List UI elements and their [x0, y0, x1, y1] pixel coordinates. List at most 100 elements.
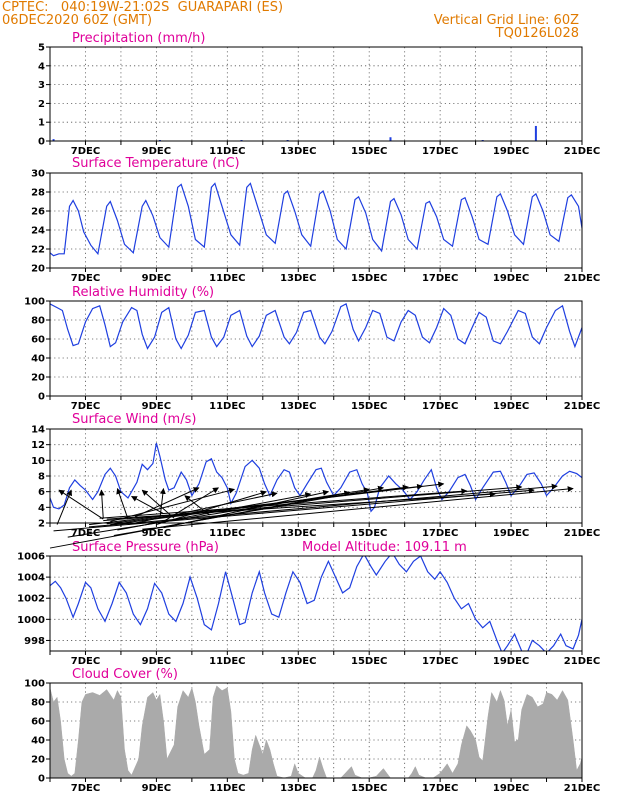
temp-xtick-label: 17DEC	[422, 273, 458, 284]
wind-vector-arrow	[98, 489, 105, 518]
cloud-xtick-label: 7DEC	[71, 783, 100, 794]
header-location: CPTEC: 040:19W-21:02S GUARAPARI (ES)	[2, 0, 283, 15]
cloud-ytick-label: 60	[31, 717, 45, 728]
temp-xtick-label: 15DEC	[351, 273, 387, 284]
cloud-ytick-label: 40	[31, 736, 45, 747]
wind-vector-arrow	[106, 481, 445, 525]
temp-ytick-label: 26	[31, 207, 45, 218]
pressure-xtick-label: 17DEC	[422, 656, 458, 667]
wind-vector-arrow	[88, 483, 558, 528]
wind-xtick-label: 21DEC	[564, 528, 600, 539]
wind-vector-arrow	[58, 489, 104, 520]
precip-xtick-label: 15DEC	[351, 146, 387, 157]
pressure-xtick-label: 15DEC	[351, 656, 387, 667]
precip-xtick-label: 21DEC	[564, 146, 600, 157]
cloud-panel-title: Cloud Cover (%)	[72, 667, 178, 682]
humidity-ytick-label: 20	[31, 373, 45, 384]
temp-xtick-label: 11DEC	[209, 273, 245, 284]
precip-bar	[52, 139, 55, 141]
temp-xtick-label: 13DEC	[280, 273, 316, 284]
precip-xtick-label: 13DEC	[280, 146, 316, 157]
temp-series-line	[50, 182, 582, 257]
wind-xtick-label: 9DEC	[142, 528, 171, 539]
precip-ytick-label: 5	[38, 43, 45, 54]
wind-vector-arrow	[103, 484, 523, 522]
pressure-xtick-label: 21DEC	[564, 656, 600, 667]
model-altitude-label: Model Altitude: 109.11 m	[302, 540, 467, 555]
wind-xtick-label: 17DEC	[422, 528, 458, 539]
cloud-xtick-label: 13DEC	[280, 783, 316, 794]
wind-xtick-label: 11DEC	[209, 528, 245, 539]
temp-ytick-label: 30	[31, 169, 45, 180]
wind-ytick-label: 2	[38, 519, 45, 530]
pressure-xtick-label: 11DEC	[209, 656, 245, 667]
precipitation-panel: 0 1 2 3 4 5 7DEC 9DEC 11DEC 13DEC 15DEC 17DEC 19DEC 2…	[38, 43, 600, 158]
cloud-ytick-label: 80	[31, 698, 45, 709]
pressure-ytick-label: 1006	[17, 552, 45, 563]
wind-xtick-label: 13DEC	[280, 528, 316, 539]
wind-panel: 2 4 6 8 10 12 14 7DEC 9DEC 11DEC 13DEC 15DEC 17DEC 19…	[31, 425, 600, 549]
wind-vector-arrow	[131, 495, 164, 515]
wind-ytick-label: 14	[31, 425, 45, 436]
humidity-ytick-label: 80	[31, 316, 45, 327]
cloud-xtick-label: 17DEC	[422, 783, 458, 794]
temp-panel-title: Surface Temperature (nC)	[72, 156, 240, 171]
cloud-xtick-label: 11DEC	[209, 783, 245, 794]
wind-vector-arrow	[67, 487, 370, 538]
temp-xtick-label: 19DEC	[493, 273, 529, 284]
cloud-xtick-label: 19DEC	[493, 783, 529, 794]
pressure-panel: 998 1000 1002 1004 1006 7DEC 9DEC 11DEC 13DEC 15D…	[17, 552, 600, 668]
wind-xtick-label: 15DEC	[351, 528, 387, 539]
wind-xtick-label: 19DEC	[493, 528, 529, 539]
precip-ytick-label: 4	[38, 61, 45, 72]
pressure-xtick-label: 7DEC	[71, 656, 100, 667]
temperature-panel: 20 22 24 26 28 30 7DEC 9DEC 11DEC 13DEC 15DEC 17DEC…	[31, 169, 600, 285]
wind-panel-title: Surface Wind (m/s)	[72, 412, 196, 427]
precip-xtick-label: 11DEC	[209, 146, 245, 157]
precip-ytick-label: 0	[38, 137, 45, 148]
cloud-xtick-label: 15DEC	[351, 783, 387, 794]
temp-xtick-label: 21DEC	[564, 273, 600, 284]
wind-vector-arrow	[99, 488, 468, 519]
humidity-ytick-label: 0	[38, 392, 45, 403]
pressure-xtick-label: 13DEC	[280, 656, 316, 667]
cloud-ytick-label: 100	[24, 679, 45, 690]
pressure-plot-frame	[49, 555, 583, 652]
humidity-panel: 0 20 40 60 80 100 7DEC 9DEC 11DEC 13DEC 15DEC 17DEC…	[24, 297, 600, 413]
pressure-ytick-label: 1002	[17, 594, 45, 605]
humidity-xtick-label: 15DEC	[351, 401, 387, 412]
humidity-panel-title: Relative Humidity (%)	[72, 285, 214, 300]
humidity-xtick-label: 11DEC	[209, 401, 245, 412]
precip-xtick-label: 17DEC	[422, 146, 458, 157]
wind-vector-arrow	[142, 486, 574, 530]
precip-bar	[389, 137, 392, 141]
pressure-ytick-label: 1000	[17, 615, 45, 626]
precip-xtick-label: 7DEC	[71, 146, 100, 157]
humidity-series-line	[50, 303, 582, 350]
precip-plot-frame	[49, 46, 583, 142]
temp-plot-frame	[49, 172, 583, 269]
cloud-plot-frame	[49, 682, 583, 779]
humidity-plot-frame	[49, 300, 583, 397]
pressure-xtick-label: 9DEC	[142, 656, 171, 667]
wind-vector-arrow	[53, 487, 535, 532]
humidity-xtick-label: 17DEC	[422, 401, 458, 412]
wind-vector-arrow	[116, 487, 129, 520]
temp-ytick-label: 28	[31, 188, 45, 199]
precip-ytick-label: 2	[38, 99, 45, 110]
cloud-xtick-label: 9DEC	[142, 783, 171, 794]
header-run-date: 06DEC2020 60Z (GMT)	[2, 13, 152, 28]
wind-ytick-label: 6	[38, 487, 45, 498]
header-grid-line: Vertical Grid Line: 60Z	[434, 13, 579, 28]
pressure-ytick-label: 998	[24, 636, 45, 647]
precip-ytick-label: 3	[38, 80, 45, 91]
cloud-xtick-label: 21DEC	[564, 783, 600, 794]
precip-bar	[534, 125, 537, 141]
humidity-xtick-label: 7DEC	[71, 401, 100, 412]
cloud-ytick-label: 20	[31, 755, 45, 766]
humidity-xtick-label: 13DEC	[280, 401, 316, 412]
pressure-ytick-label: 1004	[17, 573, 45, 584]
cloud-ytick-label: 0	[38, 774, 45, 785]
pressure-series-line	[50, 556, 582, 651]
